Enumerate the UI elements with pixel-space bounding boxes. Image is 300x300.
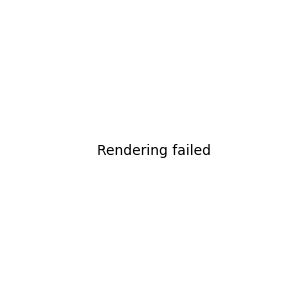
Text: Rendering failed: Rendering failed bbox=[97, 145, 211, 158]
